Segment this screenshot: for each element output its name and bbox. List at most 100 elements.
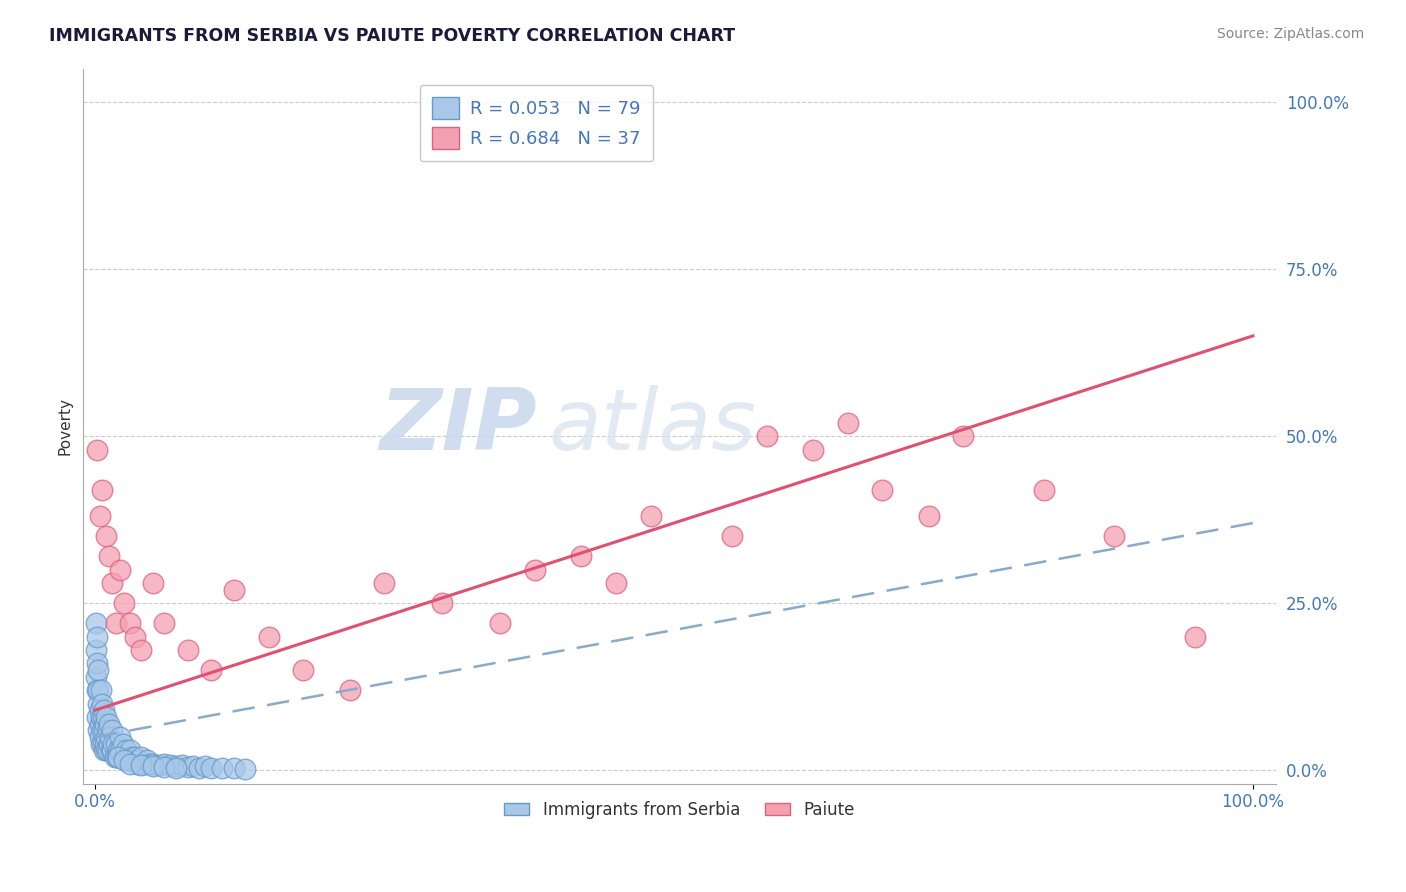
Legend: Immigrants from Serbia, Paiute: Immigrants from Serbia, Paiute (498, 794, 862, 825)
Point (176, 643, 198, 657)
Point (90, 697, 112, 711)
Point (124, 630, 146, 644)
Point (84, 670, 107, 684)
Point (98, 730, 121, 744)
Point (94, 737, 117, 751)
Point (115, 743, 138, 757)
Point (118, 756, 141, 771)
Point (1102, 529, 1125, 543)
Point (128, 753, 150, 767)
Point (569, 549, 592, 564)
Point (432, 596, 454, 610)
Point (489, 616, 512, 631)
Point (121, 750, 143, 764)
Point (235, 762, 257, 776)
Point (104, 737, 127, 751)
Point (96, 529, 118, 543)
Point (87, 663, 110, 677)
Point (93, 723, 115, 738)
Point (112, 753, 135, 767)
Point (103, 750, 125, 764)
Point (84, 616, 107, 631)
Point (153, 760, 176, 774)
Point (110, 563, 132, 577)
Point (837, 416, 859, 430)
Point (176, 760, 198, 774)
Point (90, 723, 112, 738)
Point (142, 756, 165, 771)
Point (132, 756, 155, 771)
Point (918, 509, 941, 524)
Point (90, 710, 112, 724)
Point (118, 743, 141, 757)
Point (153, 756, 176, 771)
Point (86, 710, 108, 724)
Point (605, 576, 627, 591)
Point (117, 753, 139, 767)
Point (1033, 483, 1056, 497)
Text: Source: ZipAtlas.com: Source: ZipAtlas.com (1216, 27, 1364, 41)
Point (97, 723, 120, 738)
Point (97, 737, 120, 751)
Point (100, 743, 122, 757)
Point (170, 758, 193, 772)
Point (188, 761, 211, 775)
Point (373, 576, 395, 591)
Point (96, 710, 118, 724)
Point (86, 657, 108, 671)
Point (111, 737, 134, 751)
Point (91, 737, 114, 751)
Point (110, 743, 132, 757)
Point (93, 703, 115, 717)
Point (165, 759, 187, 773)
Point (222, 582, 245, 597)
Point (136, 753, 159, 767)
Point (107, 743, 129, 757)
Point (96, 743, 118, 757)
Point (93, 743, 115, 757)
Point (91, 710, 114, 724)
Point (194, 759, 217, 773)
Point (142, 759, 165, 773)
Point (153, 616, 176, 631)
Point (90, 737, 112, 751)
Point (125, 756, 148, 771)
Point (97, 549, 120, 564)
Point (86, 630, 108, 644)
Point (105, 750, 128, 764)
Point (101, 723, 124, 738)
Point (97, 743, 120, 757)
Point (211, 761, 233, 775)
Text: IMMIGRANTS FROM SERBIA VS PAIUTE POVERTY CORRELATION CHART: IMMIGRANTS FROM SERBIA VS PAIUTE POVERTY… (49, 27, 735, 45)
Point (122, 753, 145, 767)
Point (101, 743, 124, 757)
Point (523, 563, 546, 577)
Point (86, 683, 108, 698)
Point (107, 750, 129, 764)
Point (89, 509, 111, 524)
Point (640, 509, 662, 524)
Point (90, 483, 112, 497)
Point (124, 750, 146, 764)
Point (90, 683, 112, 698)
Point (872, 483, 894, 497)
Point (87, 697, 110, 711)
Point (84, 643, 107, 657)
Point (104, 616, 127, 631)
Point (89, 730, 111, 744)
Point (87, 683, 110, 698)
Point (755, 429, 778, 443)
Point (257, 630, 280, 644)
Point (801, 442, 824, 457)
Point (339, 683, 361, 698)
Point (181, 758, 204, 772)
Point (1184, 630, 1206, 644)
Point (94, 716, 117, 731)
Point (142, 576, 165, 591)
Point (129, 750, 152, 764)
Point (200, 663, 222, 677)
Point (148, 758, 170, 772)
Point (101, 576, 124, 591)
Y-axis label: Poverty: Poverty (58, 397, 72, 455)
Point (292, 663, 315, 677)
